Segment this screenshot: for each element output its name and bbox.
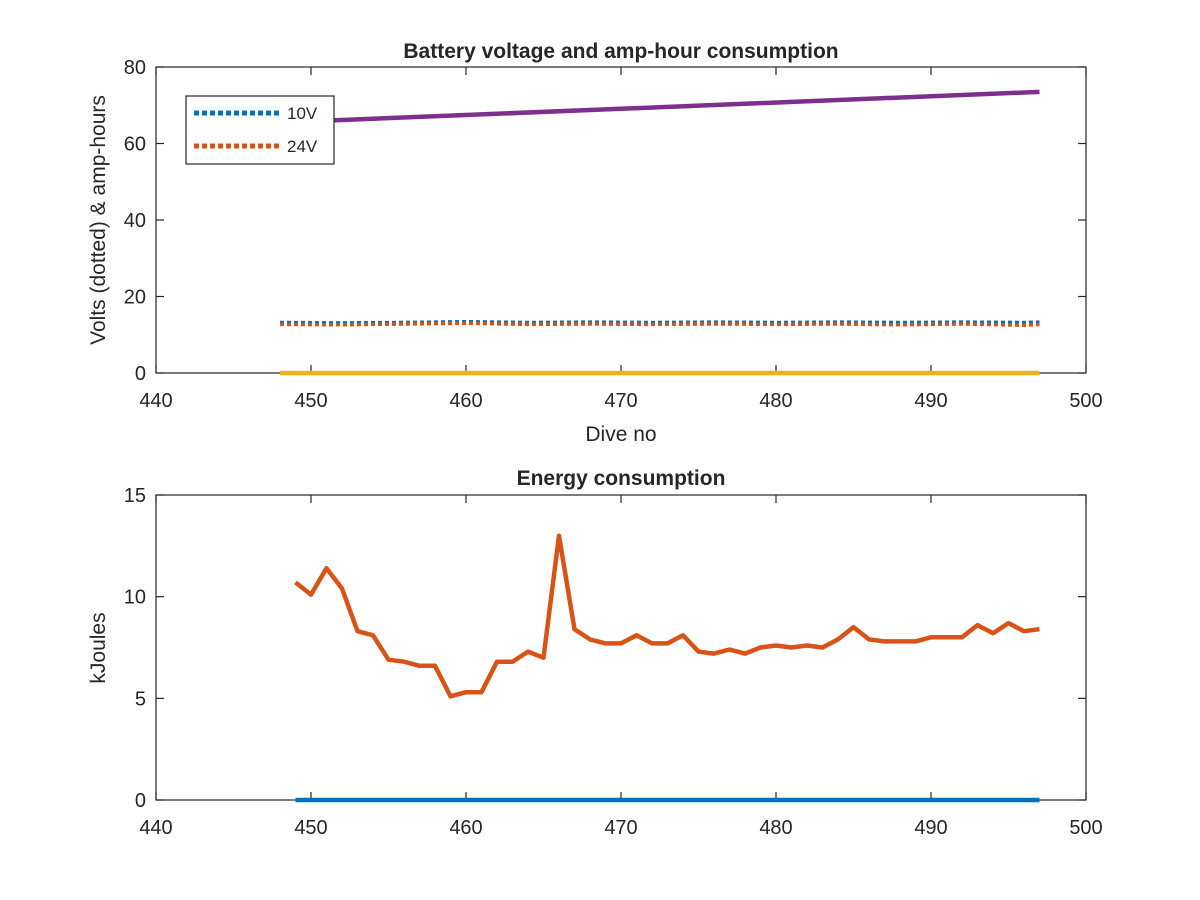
energy-y-tick-label: 15 <box>124 485 146 507</box>
energy-y-tick-label: 10 <box>124 587 146 609</box>
voltage-chart: Battery voltage and amp-hour consumption… <box>87 40 1103 446</box>
voltage-y-axis-label: Volts (dotted) & amp-hours <box>87 95 110 345</box>
energy-chart: Energy consumption 440 450 460 470 480 490 500… <box>87 467 1103 839</box>
energy-y-tick-label: 5 <box>135 688 146 710</box>
energy-x-tick-label: 490 <box>914 817 947 839</box>
legend-box <box>185 95 335 165</box>
voltage-y-tick-label: 20 <box>124 287 146 309</box>
voltage-x-axis-label: Dive no <box>585 423 656 446</box>
energy-x-tick-label: 500 <box>1069 817 1102 839</box>
voltage-x-tick-label: 440 <box>139 390 172 412</box>
energy-x-tick-label: 480 <box>759 817 792 839</box>
voltage-x-tick-label: 470 <box>604 390 637 412</box>
voltage-x-tick-label: 490 <box>914 390 947 412</box>
legend-label-10v: 10V <box>287 104 318 123</box>
voltage-x-tick-label: 460 <box>449 390 482 412</box>
energy-plot-area: 440 450 460 470 480 490 500 0 5 10 15 <box>124 485 1103 839</box>
voltage-legend: 10V 24V <box>185 95 335 165</box>
voltage-x-tick-label: 500 <box>1069 390 1102 412</box>
energy-x-tick-label: 450 <box>294 817 327 839</box>
energy-chart-title: Energy consumption <box>517 467 726 490</box>
energy-x-tick-label: 460 <box>449 817 482 839</box>
energy-y-axis-label: kJoules <box>87 612 110 683</box>
energy-x-tick-label: 470 <box>604 817 637 839</box>
energy-y-tick-label: 0 <box>135 790 146 812</box>
voltage-x-tick-label: 480 <box>759 390 792 412</box>
voltage-plot-area: 440 450 460 470 480 490 500 0 20 40 60 80 <box>124 57 1103 412</box>
voltage-y-tick-label: 0 <box>135 363 146 385</box>
voltage-y-tick-label: 60 <box>124 134 146 156</box>
energy-series-line-1 <box>294 533 1040 699</box>
voltage-series-line-2 <box>279 89 1040 125</box>
voltage-y-tick-label: 40 <box>124 210 146 232</box>
voltage-y-tick-label: 80 <box>124 57 146 79</box>
legend-label-24v: 24V <box>287 137 318 156</box>
voltage-x-tick-label: 450 <box>294 390 327 412</box>
voltage-series-line-24v <box>279 321 1040 327</box>
voltage-chart-title: Battery voltage and amp-hour consumption <box>403 40 838 63</box>
energy-x-tick-label: 440 <box>139 817 172 839</box>
